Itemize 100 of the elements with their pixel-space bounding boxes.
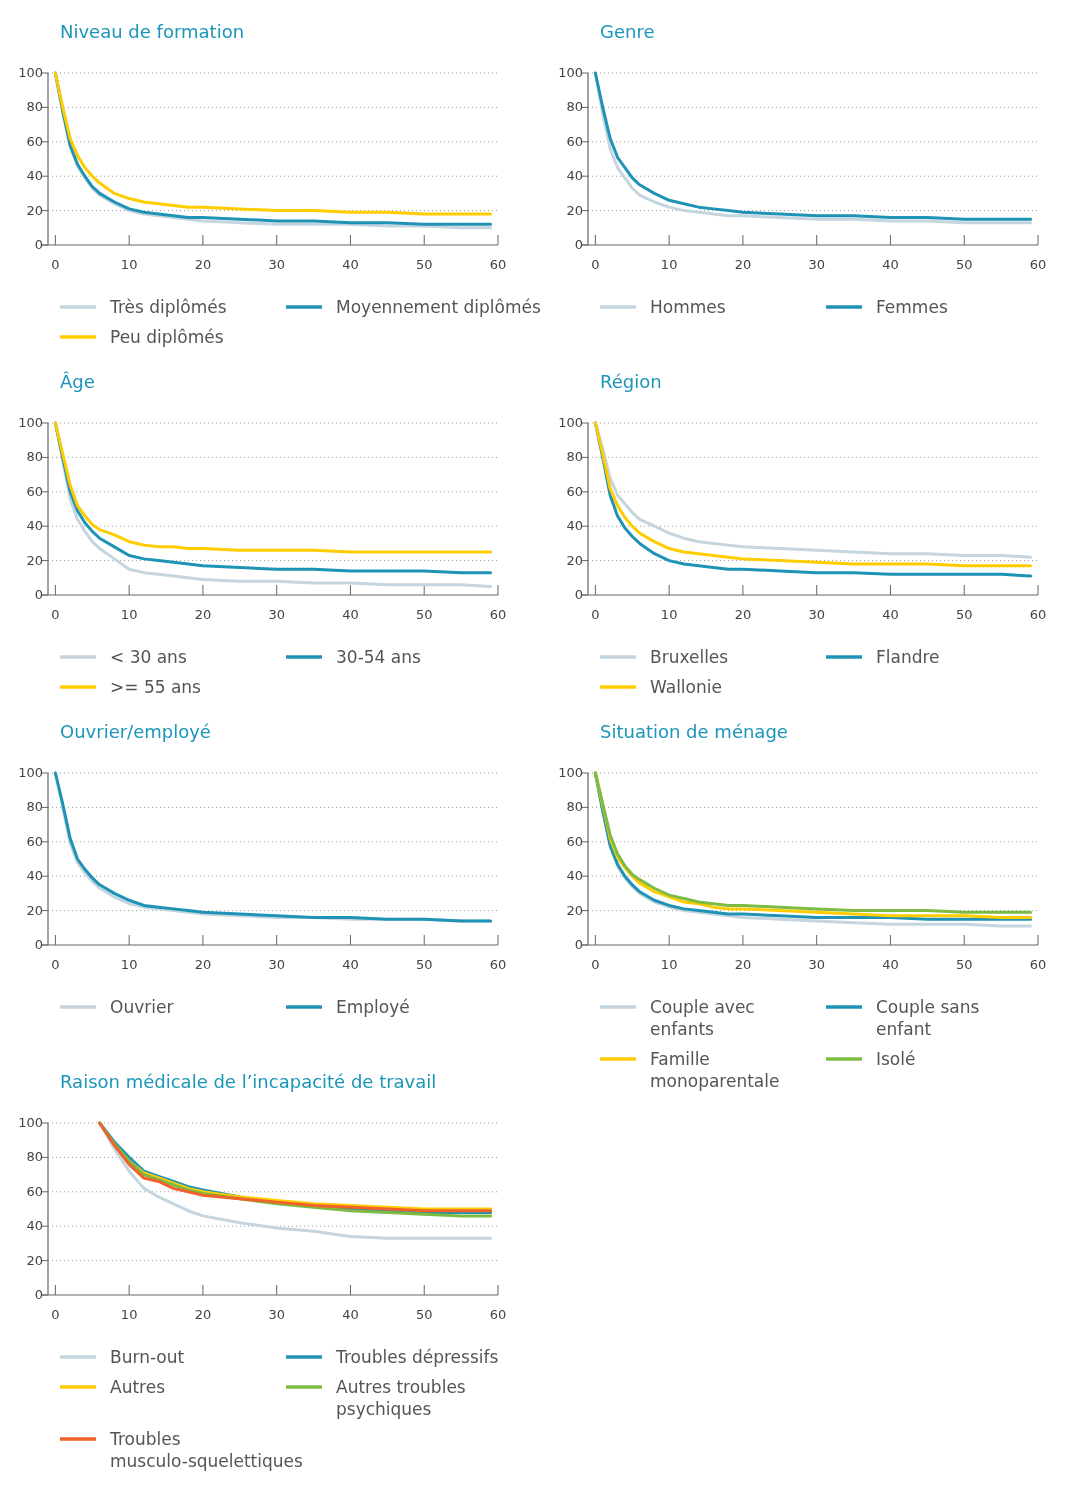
- x-tick-label: 20: [194, 1307, 212, 1322]
- x-tick-label: 20: [194, 607, 212, 622]
- y-tick-label: 60: [566, 483, 583, 499]
- y-tick-label: 20: [26, 902, 43, 918]
- x-tick-label: 40: [342, 257, 359, 272]
- x-tick-label: 10: [120, 257, 138, 272]
- y-tick-label: 100: [558, 65, 583, 80]
- y-tick-label: 0: [34, 587, 43, 602]
- x-tick-label: 10: [660, 257, 678, 272]
- x-tick-label: 10: [120, 1307, 138, 1322]
- x-tick-label: 50: [415, 957, 433, 972]
- y-tick-label: 60: [566, 833, 583, 849]
- legend-label: Couple sans enfant: [876, 997, 980, 1039]
- x-tick-label: 50: [415, 1307, 433, 1322]
- x-tick-label: 20: [734, 607, 752, 622]
- y-tick-label: 100: [18, 1115, 43, 1130]
- legend-label: Autres: [110, 1377, 166, 1397]
- legend-label: Employé: [336, 997, 410, 1017]
- y-tick-label: 100: [18, 65, 43, 80]
- y-tick-label: 40: [26, 868, 43, 884]
- y-tick-label: 40: [26, 518, 43, 534]
- y-tick-label: 100: [558, 765, 583, 780]
- legend-label: >= 55 ans: [110, 677, 202, 697]
- legend-label: Couple avec enfants: [650, 997, 755, 1039]
- legend-label: Ouvrier: [110, 997, 174, 1017]
- legend-label: Isolé: [876, 1049, 916, 1069]
- x-tick-label: 0: [591, 257, 600, 272]
- legend-label: Burn-out: [110, 1347, 185, 1367]
- legend-label: < 30 ans: [110, 647, 187, 667]
- chart-title: Niveau de formation: [60, 21, 245, 42]
- y-tick-label: 0: [574, 237, 583, 252]
- x-tick-label: 30: [268, 1307, 285, 1322]
- x-tick-label: 50: [415, 257, 433, 272]
- chart-title: Genre: [600, 21, 655, 42]
- legend-label: Moyennement diplômés: [336, 297, 541, 317]
- y-tick-label: 100: [558, 415, 583, 430]
- y-tick-label: 100: [18, 415, 43, 430]
- legend-label: Troubles musculo-squelettiques: [109, 1429, 304, 1471]
- x-tick-label: 20: [194, 957, 212, 972]
- y-tick-label: 100: [18, 765, 43, 780]
- y-tick-label: 60: [26, 1183, 43, 1199]
- legend-label: Très diplômés: [109, 297, 227, 317]
- legend-label: Wallonie: [650, 677, 722, 697]
- y-tick-label: 80: [566, 799, 583, 815]
- x-tick-label: 40: [882, 257, 899, 272]
- x-tick-label: 60: [489, 1307, 507, 1322]
- y-tick-label: 60: [26, 133, 43, 149]
- x-tick-label: 20: [734, 957, 752, 972]
- x-tick-label: 40: [882, 607, 899, 622]
- y-tick-label: 40: [566, 518, 583, 534]
- x-tick-label: 0: [51, 1307, 60, 1322]
- x-tick-label: 30: [268, 607, 285, 622]
- x-tick-label: 60: [1029, 607, 1047, 622]
- chart-title: Région: [600, 371, 662, 392]
- x-tick-label: 50: [955, 607, 973, 622]
- legend-label: Femmes: [876, 297, 948, 317]
- y-tick-label: 0: [34, 937, 43, 952]
- x-tick-label: 0: [51, 607, 60, 622]
- legend-label: Hommes: [650, 297, 726, 317]
- x-tick-label: 60: [489, 957, 507, 972]
- x-tick-label: 10: [660, 957, 678, 972]
- y-tick-label: 0: [574, 587, 583, 602]
- y-tick-label: 40: [566, 868, 583, 884]
- chart-title: Situation de ménage: [600, 721, 788, 742]
- x-tick-label: 0: [591, 607, 600, 622]
- legend-label: Troubles dépressifs: [335, 1347, 499, 1367]
- y-tick-label: 80: [26, 799, 43, 815]
- y-tick-label: 40: [26, 168, 43, 184]
- x-tick-label: 40: [882, 957, 899, 972]
- line-series: [53, 771, 493, 923]
- y-tick-label: 0: [34, 1287, 43, 1302]
- x-tick-label: 20: [734, 257, 752, 272]
- x-tick-label: 50: [955, 257, 973, 272]
- x-tick-label: 0: [591, 957, 600, 972]
- y-tick-label: 40: [566, 168, 583, 184]
- x-tick-label: 30: [268, 957, 285, 972]
- x-tick-label: 30: [808, 957, 825, 972]
- y-tick-label: 80: [26, 1149, 43, 1165]
- y-tick-label: 80: [26, 449, 43, 465]
- x-tick-label: 50: [415, 607, 433, 622]
- y-tick-label: 20: [26, 1252, 43, 1268]
- x-tick-label: 10: [120, 957, 138, 972]
- y-tick-label: 20: [566, 552, 583, 568]
- y-tick-label: 60: [566, 133, 583, 149]
- x-tick-label: 40: [342, 1307, 359, 1322]
- y-tick-label: 20: [566, 902, 583, 918]
- legend-label: Peu diplômés: [110, 327, 224, 347]
- x-tick-label: 30: [808, 257, 825, 272]
- y-tick-label: 40: [26, 1218, 43, 1234]
- x-tick-label: 30: [268, 257, 285, 272]
- y-tick-label: 0: [34, 237, 43, 252]
- x-tick-label: 60: [1029, 957, 1047, 972]
- x-tick-label: 30: [808, 607, 825, 622]
- legend-label: Flandre: [876, 647, 940, 667]
- x-tick-label: 0: [51, 257, 60, 272]
- y-tick-label: 60: [26, 483, 43, 499]
- y-tick-label: 0: [574, 937, 583, 952]
- x-tick-label: 50: [955, 957, 973, 972]
- x-tick-label: 10: [120, 607, 138, 622]
- y-tick-label: 20: [26, 552, 43, 568]
